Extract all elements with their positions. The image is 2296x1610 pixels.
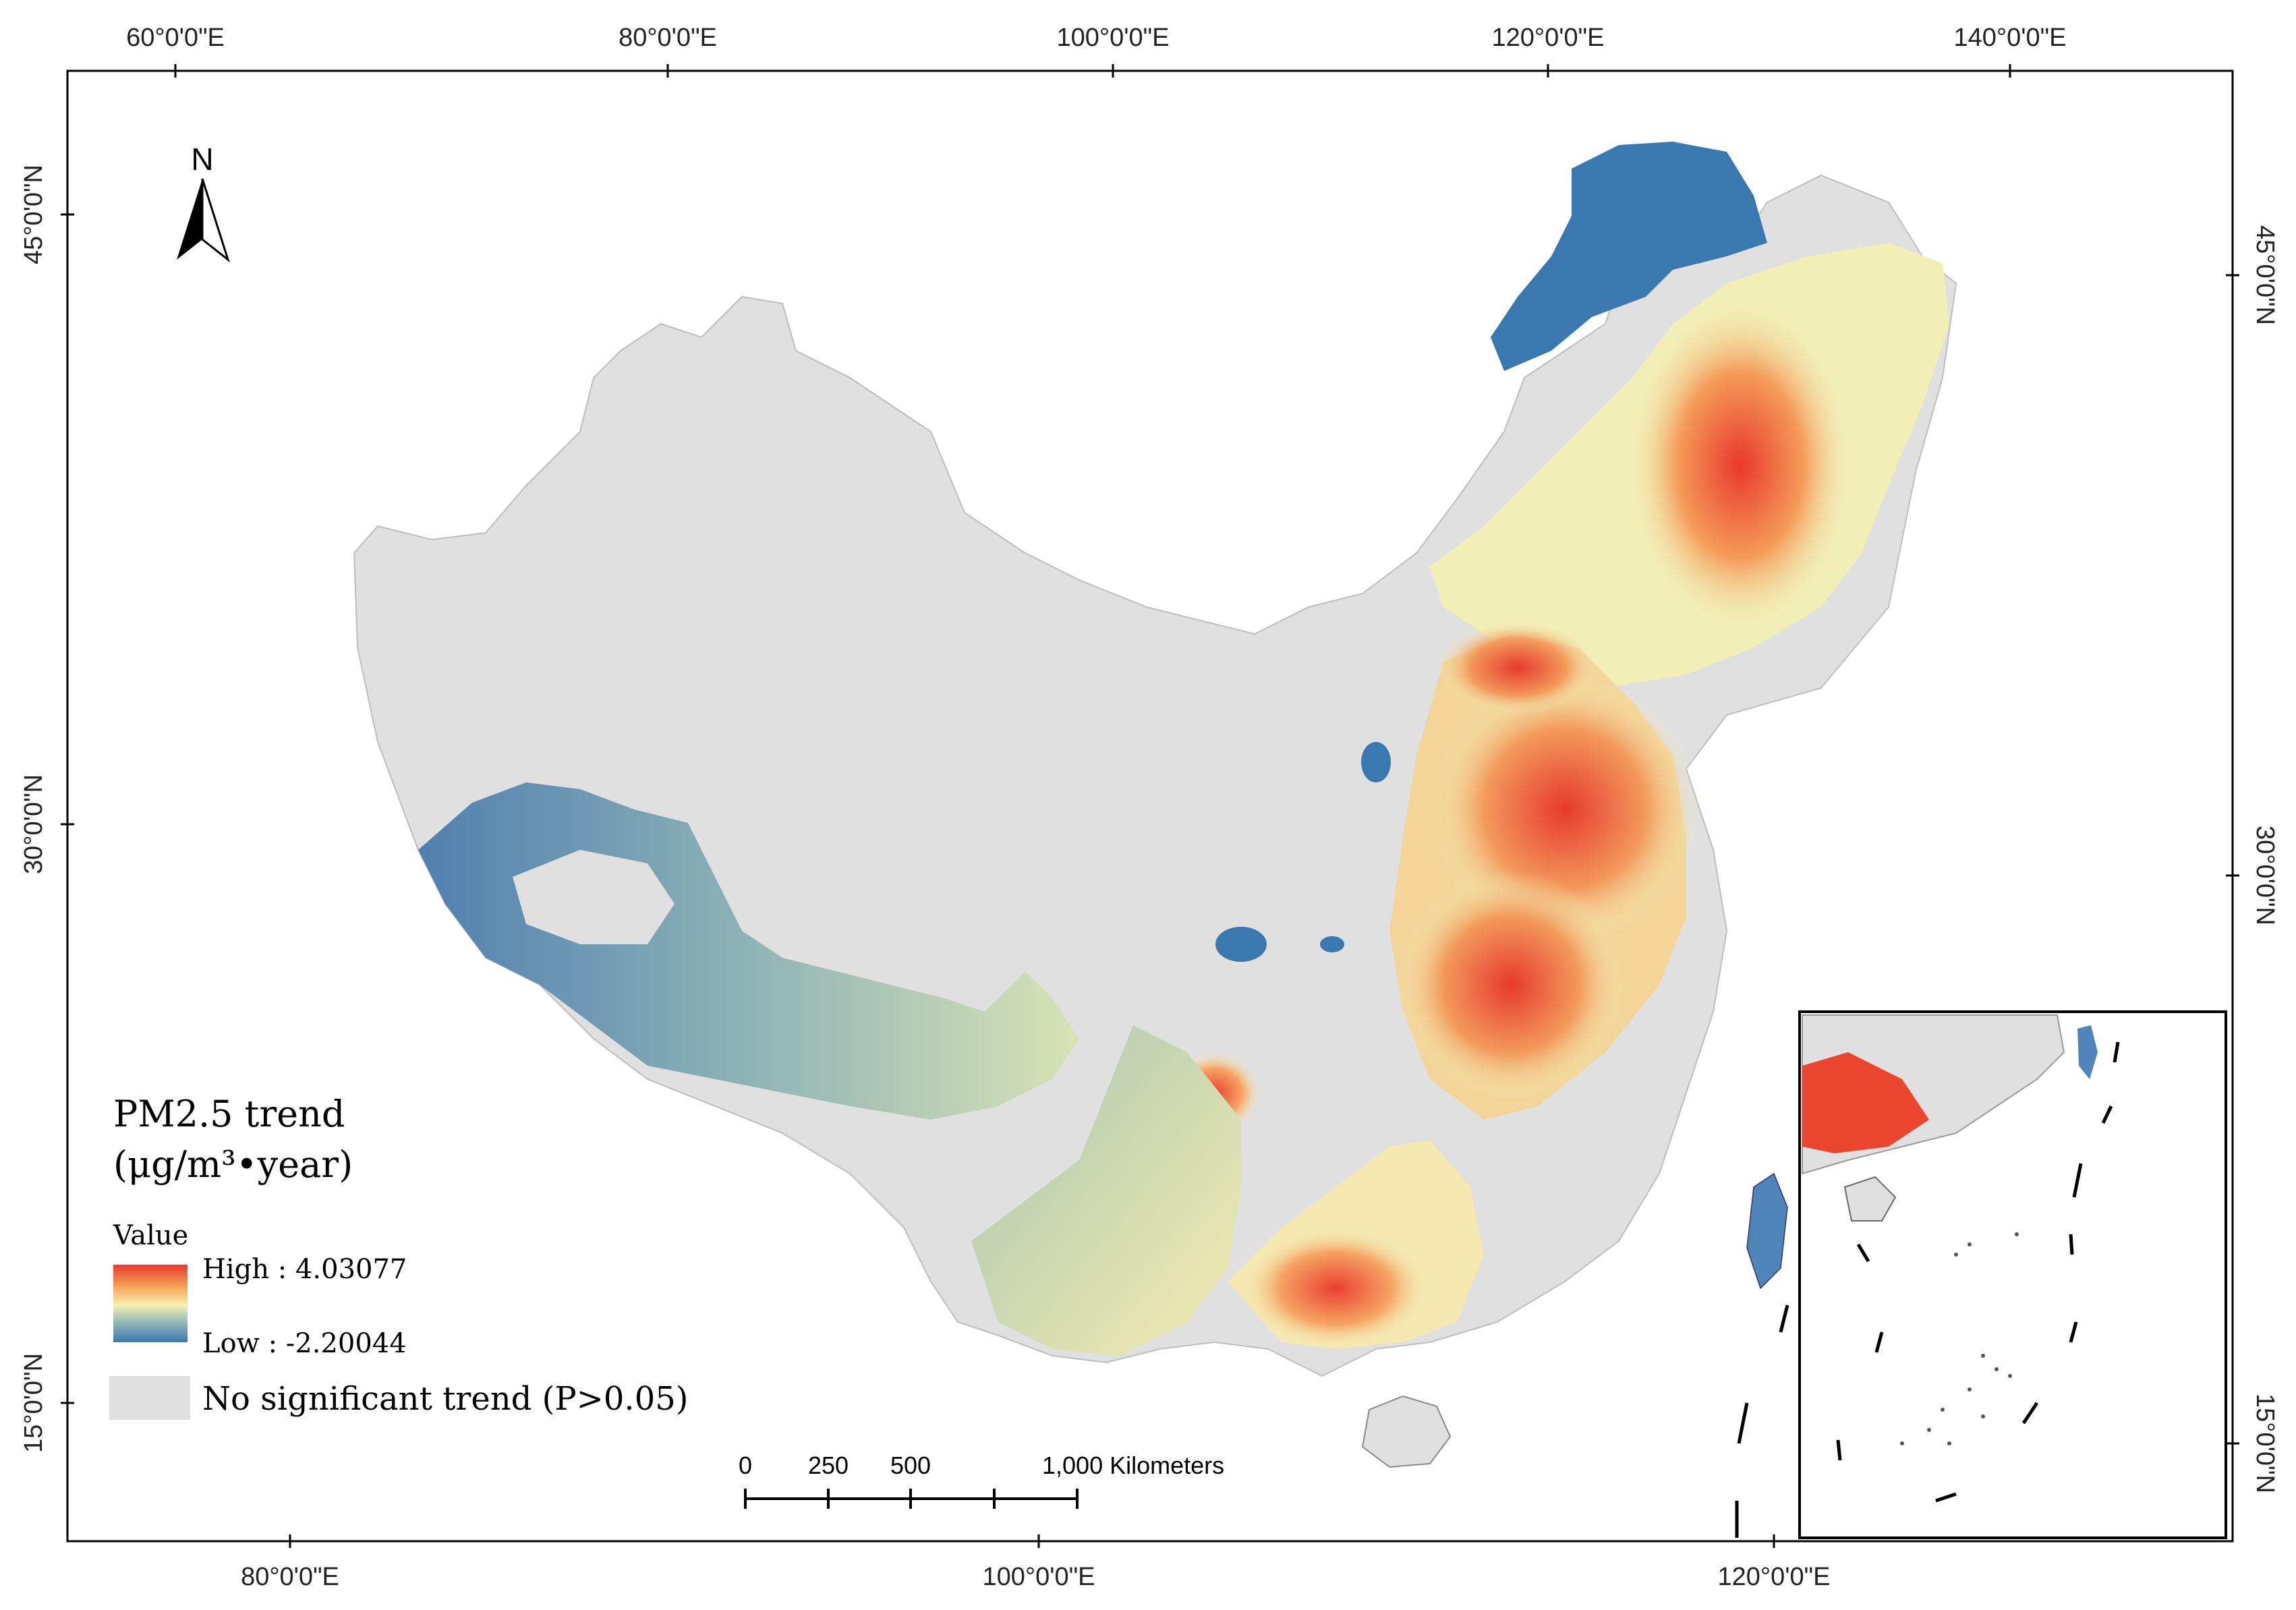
bottom-lon-label-80e: 80°0'0"E [241,1563,339,1591]
right-lat-label-15n: 15°0'0"N [2251,1393,2279,1493]
top-lon-label-60e: 60°0'0"E [126,24,225,52]
taiwan-island [1746,1172,1788,1290]
left-lat-label-45n: 45°0'0"N [20,165,48,264]
bottom-lon-label-100e: 100°0'0"E [983,1563,1095,1591]
south-hotspot [1241,1228,1430,1349]
hebei-hotspot [1437,621,1599,715]
top-lon-label-140e: 140°0'0"E [1954,24,2067,52]
left-lat-label-30n: 30°0'0"N [20,774,48,874]
small-patch-2 [1320,936,1344,952]
main-nine-dash-segments [1735,1304,1789,1538]
north-arrow-icon [177,179,202,260]
legend-nosig-label: No significant trend (P>0.05) [202,1380,689,1418]
legend-title-line1: PM2.5 trend [113,1093,345,1135]
top-lon-label-80e: 80°0'0"E [619,24,717,52]
hainan-island [1361,1395,1452,1468]
northeast-hotspot [1626,297,1855,634]
qinghai-lake-patch [1215,927,1267,962]
scale-label-0: 0 [739,1451,752,1479]
top-lon-label-100e: 100°0'0"E [1057,24,1170,52]
top-lon-label-120e: 120°0'0"E [1492,24,1605,52]
legend-color-ramp [113,1265,188,1342]
bottom-lon-label-120e: 120°0'0"E [1718,1563,1831,1591]
inset-hainan [1843,1176,1897,1221]
southwest-region [971,1025,1241,1356]
northeast-decreasing-region [1491,142,1767,371]
inset-nine-dash-line [1836,1041,2120,1503]
left-lat-label-15n: 15°0'0"N [20,1353,48,1453]
legend-nosig-swatch [109,1376,190,1420]
legend-value-label: Value [113,1220,188,1251]
inset-hotspot [1802,1052,1929,1153]
scale-label-250: 250 [808,1451,849,1479]
inset-islands [1900,1232,2019,1445]
legend: PM2.5 trend (μg/m³•year) Value High : 4.… [109,1093,689,1420]
central-hotspot [1396,870,1626,1099]
legend-low-label: Low : -2.20044 [202,1328,407,1359]
north-arrow: N [177,142,230,263]
tibet-nosig-patch [513,850,675,944]
scale-label-1000: 1,000 Kilometers [1042,1451,1224,1479]
scale-label-500: 500 [890,1451,931,1479]
inset-taiwan [2077,1025,2098,1079]
legend-high-label: High : 4.03077 [202,1254,407,1285]
north-arrow-icon-right [201,178,230,263]
inset-content [1802,1014,2120,1503]
right-lat-label-45n: 45°0'0"N [2251,225,2279,325]
right-lat-label-30n: 30°0'0"N [2251,826,2279,925]
map-content [353,142,1957,1468]
north-arrow-label: N [191,142,213,177]
scale-bar: 0 250 500 1,000 Kilometers [739,1451,1224,1509]
graticule-ticks [61,64,2239,1548]
small-lake-patch [1361,742,1391,782]
legend-title-line2: (μg/m³•year) [113,1143,353,1186]
